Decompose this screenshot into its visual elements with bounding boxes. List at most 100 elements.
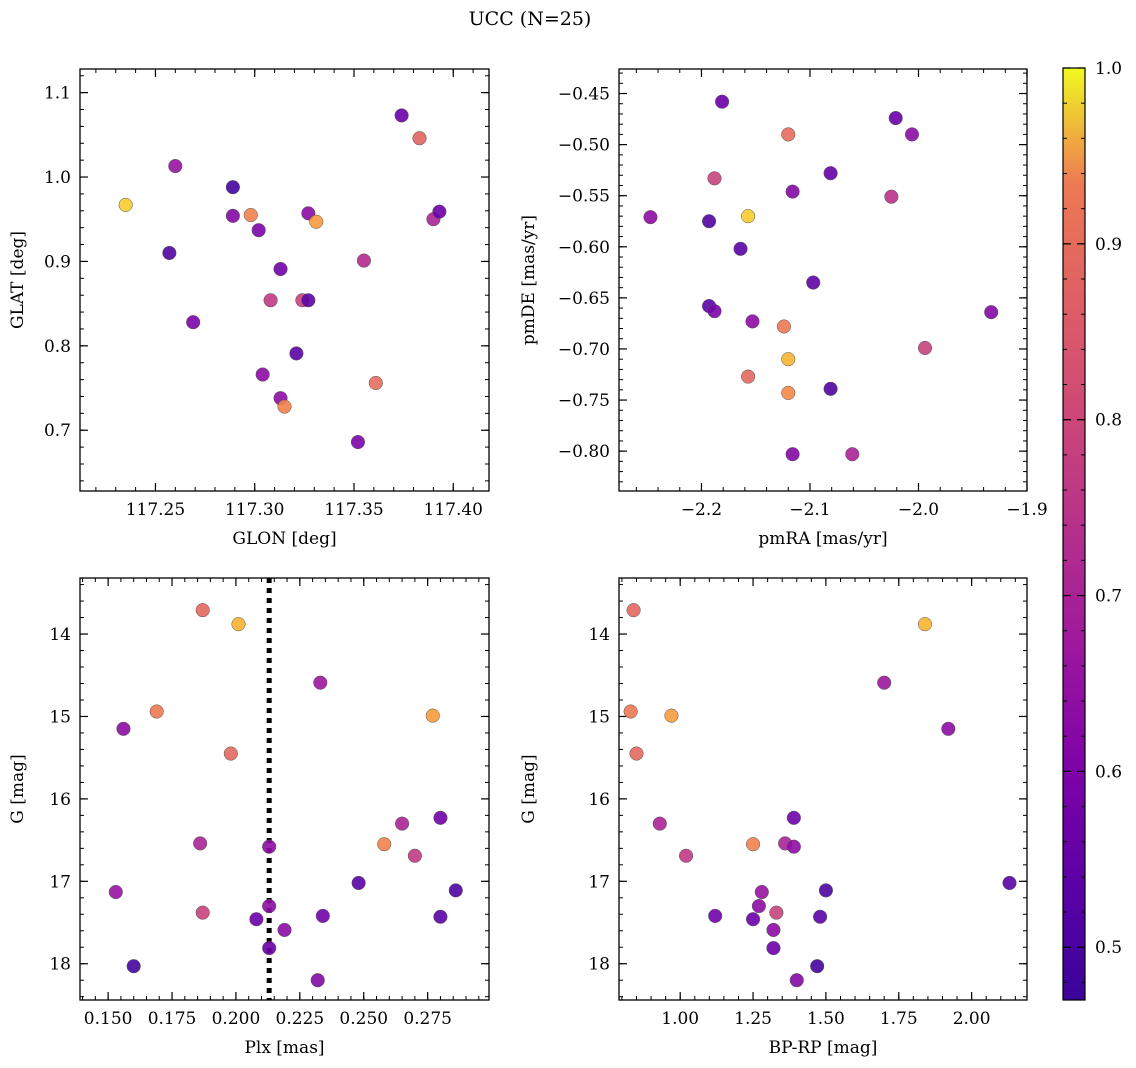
data-point: [984, 305, 999, 320]
data-point: [781, 127, 796, 142]
colorbar-tick-label: 0.9: [1095, 235, 1122, 255]
x-tick-label: 117.35: [324, 500, 383, 520]
x-tick-label: 0.225: [276, 1009, 325, 1029]
x-tick-label: 1.25: [734, 1009, 772, 1029]
major-ticks: [619, 69, 1028, 491]
data-point: [168, 159, 183, 174]
data-point: [277, 399, 292, 414]
y-tick-label: 15: [588, 707, 610, 727]
data-point: [243, 207, 258, 223]
data-point: [766, 941, 781, 956]
y-axis-label: GLAT [deg]: [8, 231, 28, 329]
data-point: [193, 836, 208, 851]
data-point: [231, 617, 246, 632]
x-tick-label: 1.00: [661, 1009, 699, 1029]
scatter-panel-4: 1.00 1.25 1.50 1.75 2.00 14 15 16 17 18 BP-RP [mag…: [519, 577, 1028, 1058]
data-point: [377, 837, 392, 852]
data-point: [313, 675, 328, 690]
colorbar-tick-label: 0.5: [1095, 938, 1122, 958]
colorbar-tick-label: 0.6: [1095, 762, 1122, 782]
x-tick-label: −2.0: [898, 500, 939, 520]
data-point: [786, 839, 801, 854]
data-point: [223, 746, 238, 761]
x-tick-label: 0.150: [84, 1009, 133, 1029]
data-point: [741, 209, 756, 224]
data-point: [395, 816, 410, 831]
data-point: [818, 883, 833, 898]
data-point: [806, 275, 821, 290]
x-axis-label: GLON [deg]: [232, 529, 336, 549]
data-point: [126, 959, 141, 974]
scatter-points: [118, 108, 447, 450]
y-tick-label: −0.55: [558, 187, 610, 207]
y-tick-label: −0.65: [558, 289, 610, 309]
y-tick-label: 1.1: [44, 84, 71, 104]
colorbar-tick-label: 1.0: [1095, 59, 1122, 79]
data-point: [301, 293, 316, 308]
data-point: [810, 959, 825, 974]
y-tick-label: 15: [49, 707, 71, 727]
scatter-points: [643, 94, 999, 462]
data-point: [118, 197, 133, 212]
data-point: [733, 241, 748, 256]
x-tick-label: 117.25: [126, 500, 185, 520]
colorbar-tick-label: 0.8: [1095, 411, 1122, 431]
y-tick-label: 0.8: [44, 337, 71, 357]
data-point: [225, 208, 240, 223]
y-tick-label: 0.9: [44, 252, 71, 272]
data-point: [715, 94, 730, 109]
data-point: [917, 617, 933, 632]
data-point: [789, 973, 804, 988]
y-tick-label: −0.75: [558, 391, 610, 411]
x-tick-label: 0.250: [339, 1009, 388, 1029]
y-tick-label: −0.80: [558, 442, 610, 462]
minor-ticks: [619, 69, 1028, 491]
data-point: [350, 434, 366, 450]
data-point: [626, 603, 641, 618]
major-ticks: [80, 69, 489, 491]
data-point: [845, 447, 860, 462]
y-axis-label: G [mag]: [519, 754, 539, 823]
y-tick-label: 17: [588, 872, 610, 892]
y-tick-label: −0.50: [558, 136, 610, 156]
data-point: [412, 131, 427, 146]
data-point: [904, 127, 920, 142]
data-point: [741, 369, 756, 384]
data-point: [262, 839, 277, 854]
data-point: [255, 367, 270, 382]
data-point: [262, 898, 277, 914]
minor-ticks: [80, 578, 489, 1000]
y-tick-label: 16: [588, 790, 610, 810]
data-point: [225, 180, 240, 195]
scatter-points: [623, 603, 1017, 988]
y-tick-label: 14: [588, 625, 610, 645]
x-tick-label: 0.200: [212, 1009, 261, 1029]
data-point: [785, 447, 800, 462]
data-point: [643, 210, 658, 225]
minor-ticks: [619, 578, 1027, 1000]
x-tick-label: 2.00: [953, 1009, 991, 1029]
minor-ticks: [80, 69, 489, 491]
figure-title: UCC (N=25): [468, 8, 592, 30]
data-point: [351, 875, 366, 891]
data-point: [162, 245, 177, 261]
plot-frame: [618, 68, 1028, 492]
data-point: [273, 261, 288, 277]
x-axis-label: Plx [mas]: [244, 1038, 324, 1058]
data-point: [708, 908, 723, 923]
y-axis-label: G [mag]: [8, 754, 28, 823]
x-axis-label: BP-RP [mag]: [769, 1038, 878, 1058]
data-point: [629, 746, 644, 761]
data-point: [754, 884, 769, 900]
data-point: [781, 352, 796, 367]
y-tick-label: −0.45: [558, 85, 610, 105]
data-point: [813, 909, 828, 924]
data-point: [884, 189, 899, 204]
data-point: [289, 346, 304, 361]
data-point: [745, 314, 760, 329]
data-point: [823, 166, 838, 181]
data-point: [888, 110, 903, 126]
data-point: [766, 922, 781, 937]
data-point: [448, 883, 463, 898]
